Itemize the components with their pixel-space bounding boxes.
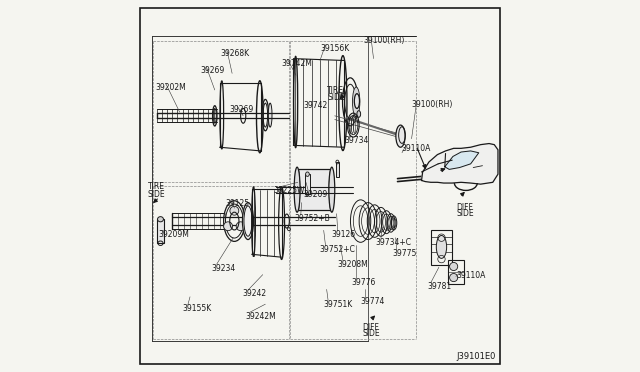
Ellipse shape <box>436 235 447 259</box>
Ellipse shape <box>157 217 163 222</box>
Text: SIDE: SIDE <box>148 190 165 199</box>
Text: 39268K: 39268K <box>220 49 250 58</box>
Text: SIDE: SIDE <box>328 93 345 102</box>
Ellipse shape <box>396 125 405 147</box>
Text: 39752+B: 39752+B <box>294 214 330 223</box>
Text: DIFF: DIFF <box>456 203 474 212</box>
Circle shape <box>449 262 458 270</box>
Ellipse shape <box>306 172 309 176</box>
Text: 39751K: 39751K <box>323 300 352 309</box>
Bar <box>335 162 339 177</box>
Text: 39776: 39776 <box>351 278 376 287</box>
Bar <box>157 219 164 243</box>
Text: 39209: 39209 <box>303 190 328 199</box>
Text: SIDE: SIDE <box>456 209 474 218</box>
Circle shape <box>223 222 232 231</box>
Polygon shape <box>445 151 479 169</box>
Text: 39242M: 39242M <box>245 311 276 321</box>
Ellipse shape <box>353 87 360 116</box>
Ellipse shape <box>329 167 335 212</box>
Text: DIFF: DIFF <box>362 323 380 331</box>
Text: 39202M: 39202M <box>156 83 186 92</box>
Text: 39110A: 39110A <box>401 144 431 153</box>
Text: 39775: 39775 <box>392 249 417 258</box>
Text: 39234: 39234 <box>211 263 236 273</box>
Text: SIDE: SIDE <box>362 329 380 338</box>
Bar <box>305 174 310 195</box>
Text: 39100(RH): 39100(RH) <box>412 100 453 109</box>
Text: 39269: 39269 <box>230 105 254 114</box>
Text: TIRE: TIRE <box>148 182 164 191</box>
Text: 39242: 39242 <box>243 289 267 298</box>
Text: 39774: 39774 <box>360 297 385 306</box>
Text: 39752+C: 39752+C <box>319 245 355 254</box>
Text: 39742M: 39742M <box>281 59 312 68</box>
Text: 39100(RH): 39100(RH) <box>364 36 405 45</box>
Text: 39156K: 39156K <box>320 44 349 53</box>
Text: 39126: 39126 <box>331 230 355 239</box>
Circle shape <box>449 273 458 282</box>
Text: 38225W: 38225W <box>274 186 305 195</box>
Ellipse shape <box>243 203 253 240</box>
Text: 39781: 39781 <box>427 282 451 291</box>
Ellipse shape <box>268 103 272 127</box>
Text: 39209M: 39209M <box>158 230 189 239</box>
Text: 39734+C: 39734+C <box>376 238 412 247</box>
Ellipse shape <box>357 111 360 117</box>
Text: TIRE: TIRE <box>328 86 344 95</box>
Text: 39155K: 39155K <box>182 304 212 313</box>
Circle shape <box>230 206 239 215</box>
Circle shape <box>236 222 245 231</box>
Bar <box>449 260 464 284</box>
Text: 39734: 39734 <box>344 136 369 145</box>
Text: 39208M: 39208M <box>338 260 369 269</box>
Ellipse shape <box>355 94 360 109</box>
Ellipse shape <box>294 167 300 212</box>
Text: 39742: 39742 <box>303 101 328 110</box>
Text: 39110A: 39110A <box>456 271 486 280</box>
Text: J39101E0: J39101E0 <box>456 352 496 361</box>
Text: 39125: 39125 <box>226 199 250 208</box>
Polygon shape <box>422 144 498 184</box>
Text: 39269: 39269 <box>200 66 224 75</box>
Bar <box>431 230 452 264</box>
Bar <box>298 169 331 210</box>
